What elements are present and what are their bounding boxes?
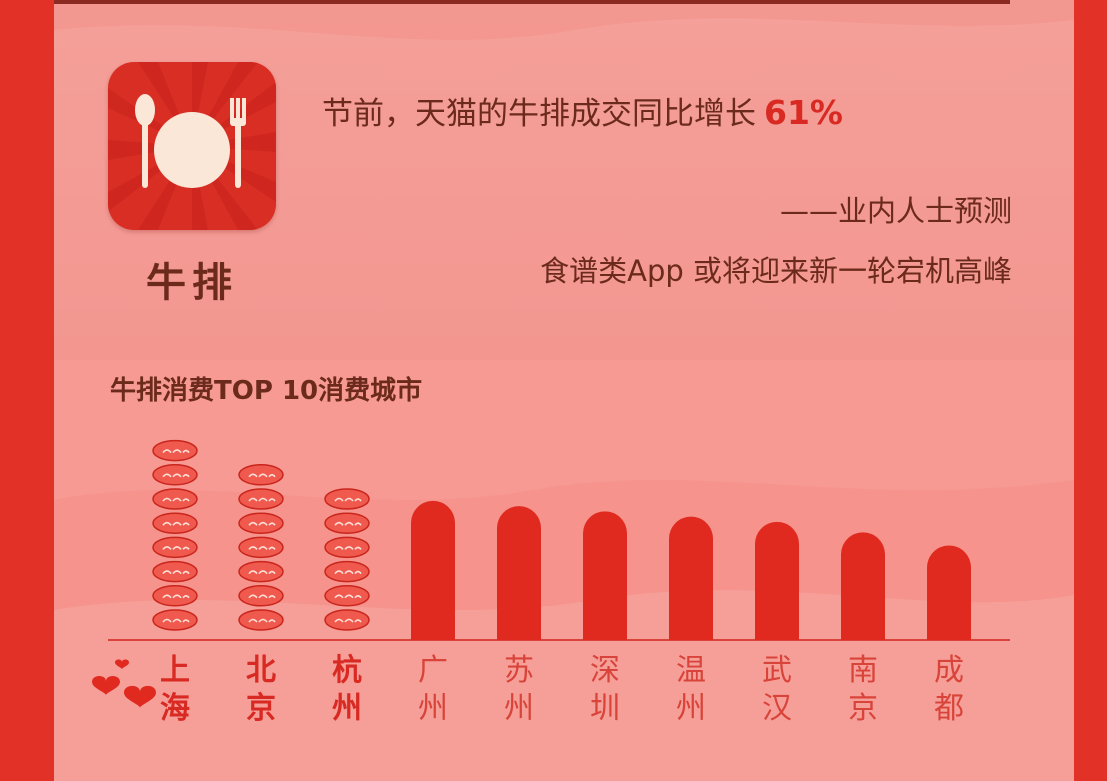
headline: 节前，天猫的牛排成交同比增长 61%	[322, 88, 843, 133]
city-label-5-char-1: 苏	[504, 653, 534, 688]
background-waves	[54, 0, 1074, 781]
bar-2-steak-stack	[238, 464, 284, 631]
city-label-6-char-1: 深	[590, 653, 620, 688]
city-label-1-char-2: 海	[160, 691, 190, 726]
bar-3-steak-stack	[324, 488, 370, 631]
steak-marbling	[162, 594, 190, 599]
steak-marbling	[248, 521, 276, 526]
product-label: 牛排	[146, 260, 238, 306]
bar-8	[755, 521, 799, 640]
chart-title: 牛排消费TOP 10消费城市	[110, 376, 423, 406]
steak-marbling	[162, 497, 190, 502]
steak-marbling	[334, 497, 362, 502]
plate-spoon-fork-icon	[108, 62, 276, 230]
steak-marbling	[334, 618, 362, 623]
steak-marbling	[248, 546, 276, 550]
bar-10	[927, 545, 971, 640]
headline-percent: 61%	[764, 93, 843, 132]
city-label-9-char-1: 南	[848, 653, 878, 688]
steak-marbling	[162, 618, 190, 623]
steak-marbling	[334, 521, 362, 526]
steak-marbling	[334, 546, 362, 550]
bar-9	[841, 532, 885, 640]
steak-marbling	[248, 618, 276, 623]
bar-5	[497, 506, 541, 640]
bar-1-steak-stack	[152, 439, 198, 631]
bar-6	[583, 511, 627, 640]
city-label-2-char-1: 北	[246, 653, 276, 688]
city-label-8-char-1: 武	[762, 653, 792, 688]
steak-marbling	[162, 473, 190, 478]
steak-marbling	[162, 449, 190, 454]
steak-category-icon	[108, 62, 276, 230]
bar-4	[411, 500, 455, 640]
city-label-10-char-1: 成	[934, 653, 964, 688]
steak-marbling	[162, 546, 190, 550]
city-label-4-char-2: 州	[418, 691, 448, 726]
hearts-icon	[92, 659, 156, 708]
steak-marbling	[248, 594, 276, 599]
steak-marbling	[162, 521, 190, 526]
city-label-6-char-2: 圳	[590, 691, 620, 726]
heart-shape	[92, 676, 120, 696]
headline-text: 节前，天猫的牛排成交同比增长	[322, 96, 756, 132]
steak-marbling	[248, 473, 276, 478]
city-label-5-char-2: 州	[504, 691, 534, 726]
city-label-9-char-2: 京	[848, 691, 878, 726]
city-label-7-char-2: 州	[676, 691, 706, 726]
prediction: 食谱类App 或将迎来新一轮宕机高峰	[540, 254, 1012, 288]
city-label-8-char-2: 汉	[762, 691, 792, 726]
heart-shape	[124, 685, 156, 708]
top-rule	[54, 0, 1010, 4]
city-label-7-char-1: 温	[676, 653, 706, 688]
steak-marbling	[334, 594, 362, 599]
steak-marbling	[248, 497, 276, 502]
city-label-1-char-1: 上	[160, 653, 190, 688]
steak-marbling	[248, 570, 276, 575]
city-label-4-char-1: 广	[418, 653, 448, 688]
heart-shape	[115, 659, 129, 670]
city-label-10-char-2: 都	[934, 691, 964, 726]
city-label-3-char-2: 州	[332, 691, 362, 726]
city-label-2-char-2: 京	[246, 691, 276, 726]
steak-marbling	[162, 570, 190, 575]
bar-7	[669, 516, 713, 640]
steak-marbling	[334, 570, 362, 575]
city-label-3-char-1: 杭	[332, 653, 362, 688]
attribution: ——业内人士预测	[779, 194, 1012, 228]
